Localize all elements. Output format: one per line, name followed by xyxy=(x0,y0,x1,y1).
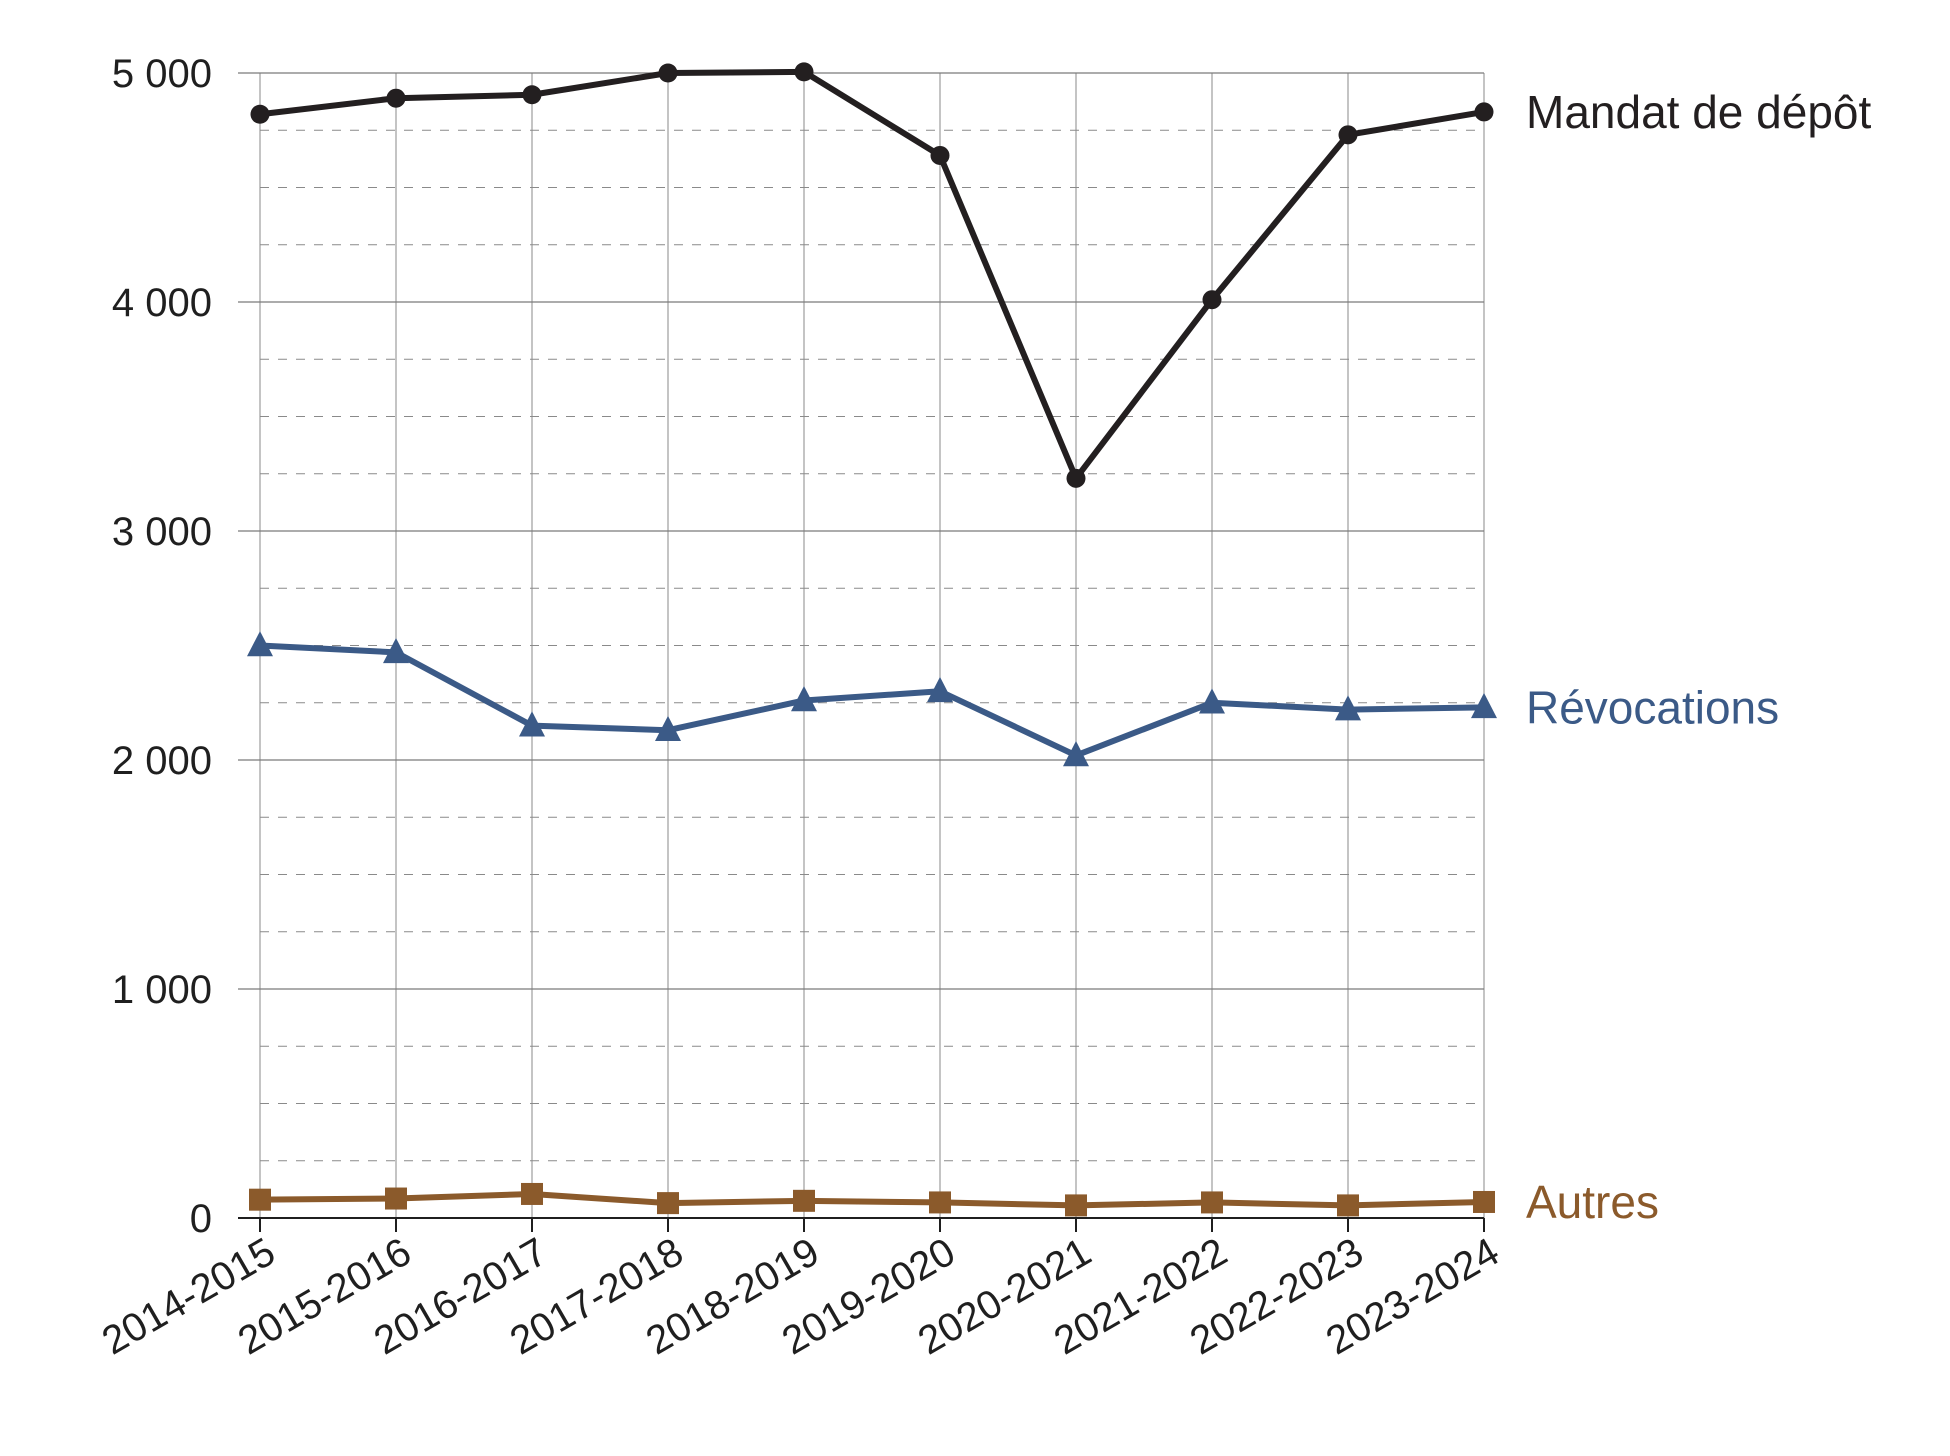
series-label: Mandat de dépôt xyxy=(1526,86,1871,138)
y-tick-label: 5 000 xyxy=(112,52,212,96)
grid xyxy=(238,72,1485,1232)
data-point-circle xyxy=(1066,468,1086,488)
series-labels: Mandat de dépôt Révocations Autres xyxy=(1526,86,1871,1228)
x-axis-ticks: 2014-20152015-20162016-20172017-20182018… xyxy=(95,1230,1507,1364)
series-label: Révocations xyxy=(1526,681,1779,733)
data-point-square xyxy=(521,1182,543,1205)
y-tick-label: 1 000 xyxy=(112,968,212,1012)
data-point-circle xyxy=(522,85,542,105)
data-point-square xyxy=(249,1188,271,1211)
data-point-triangle xyxy=(1063,741,1089,767)
data-point-square xyxy=(1065,1194,1087,1217)
data-point-triangle xyxy=(655,715,681,742)
data-point-square xyxy=(1473,1190,1495,1213)
series-line xyxy=(259,642,1485,759)
y-tick-label: 4 000 xyxy=(112,281,212,325)
data-point-circle xyxy=(250,104,270,124)
data-point-square xyxy=(385,1187,407,1210)
data-point-triangle xyxy=(1335,695,1361,721)
data-point-triangle xyxy=(791,686,817,712)
series-line xyxy=(259,1190,1485,1209)
data-point-triangle xyxy=(1471,692,1497,719)
data-point-circle xyxy=(1474,102,1494,122)
data-point-square xyxy=(1337,1194,1359,1217)
y-tick-label: 2 000 xyxy=(112,739,212,783)
data-point-circle xyxy=(1202,290,1222,310)
data-point-circle xyxy=(658,63,678,83)
y-tick-label: 0 xyxy=(190,1197,212,1241)
y-axis-ticks: 0 1 000 2 000 3 000 4 000 5 000 xyxy=(112,52,212,1241)
series-line xyxy=(259,68,1485,482)
series-group xyxy=(247,62,1497,1217)
data-point-square xyxy=(929,1191,951,1214)
data-point-square xyxy=(793,1189,815,1212)
data-point-square xyxy=(657,1192,679,1215)
data-point-circle xyxy=(930,145,950,165)
data-point-triangle xyxy=(383,637,409,664)
data-point-triangle xyxy=(1199,688,1225,714)
y-tick-label: 3 000 xyxy=(112,510,212,554)
data-point-triangle xyxy=(519,711,545,737)
data-point-triangle xyxy=(927,676,953,703)
data-point-circle xyxy=(1338,125,1358,145)
data-point-triangle xyxy=(247,631,273,657)
data-point-circle xyxy=(794,62,814,82)
data-point-circle xyxy=(386,88,406,108)
series-label: Autres xyxy=(1526,1176,1659,1228)
data-point-square xyxy=(1201,1191,1223,1214)
